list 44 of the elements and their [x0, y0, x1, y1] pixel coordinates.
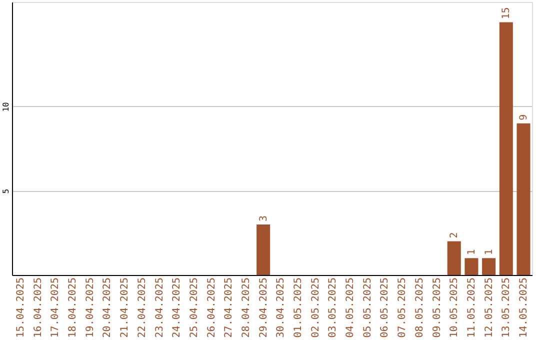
- data-label: 15: [501, 7, 512, 20]
- bar: [447, 241, 461, 275]
- data-label: 1: [466, 249, 478, 256]
- x-tick-label: 08.05.2025: [414, 278, 426, 338]
- x-tick-label: 12.05.2025: [484, 278, 495, 338]
- x-tick-label: 01.05.2025: [293, 278, 304, 338]
- x-tick-label: 09.05.2025: [432, 278, 443, 338]
- bar: [464, 258, 478, 275]
- x-tick-label: 14.05.2025: [518, 278, 530, 338]
- x-tick-label: 13.05.2025: [501, 278, 512, 338]
- x-tick-label: 11.05.2025: [466, 278, 478, 338]
- y-tick-label: 10: [2, 102, 10, 112]
- x-tick-label: 22.04.2025: [136, 278, 148, 338]
- x-tick-label: 05.05.2025: [362, 278, 374, 338]
- x-tick-label: 20.04.2025: [102, 278, 114, 338]
- x-tick-label: 15.04.2025: [16, 278, 26, 338]
- bar: [499, 22, 513, 275]
- x-tick-label: 04.05.2025: [345, 278, 356, 338]
- x-tick-label: 28.04.2025: [240, 278, 252, 338]
- x-tick-label: 07.05.2025: [397, 278, 408, 338]
- x-tick-label: 02.05.2025: [310, 278, 322, 338]
- x-tick-label: 17.04.2025: [50, 278, 62, 338]
- data-label: 3: [258, 215, 270, 222]
- x-tick-label: 03.05.2025: [328, 278, 339, 338]
- data-label: 9: [518, 114, 530, 120]
- data-label: 2: [449, 232, 460, 238]
- x-tick-label: 18.04.2025: [68, 278, 79, 338]
- x-tick-label: 21.04.2025: [120, 278, 131, 338]
- x-tick-label: 10.05.2025: [449, 278, 460, 338]
- x-tick-label: 30.04.2025: [276, 278, 287, 338]
- x-tick-label: 06.05.2025: [380, 278, 391, 338]
- x-tick-label: 19.04.2025: [84, 278, 96, 338]
- x-tick-label: 27.04.2025: [224, 278, 235, 338]
- bar: [516, 123, 530, 275]
- x-tick-label: 24.04.2025: [172, 278, 183, 338]
- x-tick-label: 26.04.2025: [206, 278, 218, 338]
- bar: [256, 224, 270, 275]
- data-label: 1: [484, 249, 495, 256]
- y-tick-label: 5: [2, 188, 10, 194]
- x-tick-label: 29.04.2025: [258, 278, 270, 338]
- x-tick-label: 23.04.2025: [154, 278, 166, 338]
- x-tick-label: 25.04.2025: [188, 278, 200, 338]
- x-tick-label: 16.04.2025: [32, 278, 44, 338]
- bar: [482, 258, 496, 275]
